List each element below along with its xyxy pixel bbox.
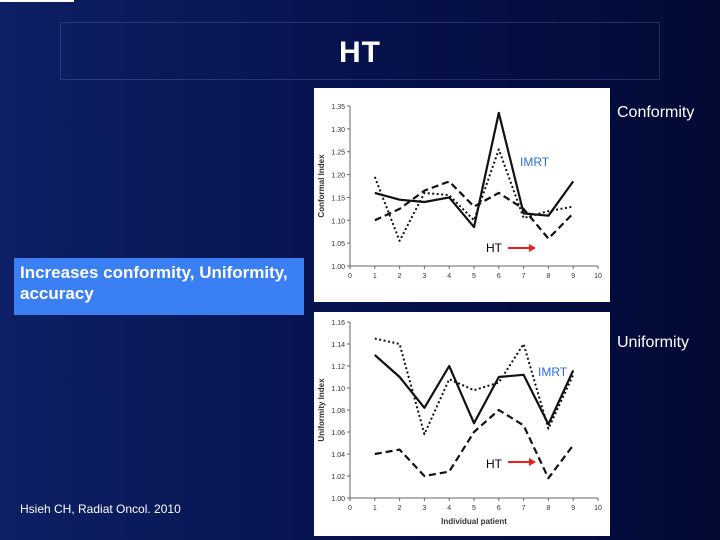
y-tick-label: 1.10 [331,218,345,225]
x-tick-label: 1 [373,273,377,280]
red-arrow-head [529,458,536,466]
x-tick-label: 5 [472,273,476,280]
y-tick-label: 1.02 [331,474,345,481]
red-arrow-head [529,244,536,252]
title-frame [60,22,660,80]
series-solid-line [374,111,575,229]
y-tick-label: 1.04 [331,452,345,459]
uniformity-chart: 1.00 1.02 1.04 1.06 1.08 1.10 1.12 1.14 1.16 0 1 2 3… [317,320,602,526]
annotation-imrt_bottom: IMRT [538,365,568,379]
y-tick-label: 1.16 [331,320,345,327]
x-tick-label: 3 [422,505,426,512]
series-dotted-line [373,148,574,242]
series-solid-line [374,354,575,426]
x-tick-label: 2 [398,273,402,280]
series-dotted-line [374,337,575,436]
conformity-chart: 1.00 1.05 1.10 1.15 1.20 1.25 1.30 1.35 0 1 2 3 4 5 6 7… [317,104,602,280]
x-tick-label: 0 [348,505,352,512]
x-tick-label: 6 [497,273,501,280]
uniformity-label: Uniformity [617,334,690,351]
x-tick-label: 9 [571,273,575,280]
x-tick-label: 9 [571,505,575,512]
series-dashed-line [374,408,575,480]
conformity-chart-panel: 1.00 1.05 1.10 1.15 1.20 1.25 1.30 1.35 0 1 2 3 4 5 6 7… [314,88,610,302]
x-tick-label: 8 [546,273,550,280]
conformity-label: Conformity [617,104,695,121]
y-axis-label: Uniformity Index [317,378,326,442]
y-tick-label: 1.12 [331,364,345,371]
callout-box: Increases conformity, Uniformity, accura… [14,258,304,315]
x-tick-label: 4 [447,273,451,280]
x-tick-label: 10 [594,273,602,280]
x-tick-label: 5 [472,505,476,512]
y-tick-label: 1.00 [331,496,345,503]
slide-title: HT [339,36,381,69]
x-tick-label: 0 [348,273,352,280]
y-tick-label: 1.30 [331,127,345,134]
x-tick-label: 4 [447,505,451,512]
x-tick-label: 3 [422,273,426,280]
y-tick-label: 1.08 [331,408,345,415]
y-tick-label: 1.00 [331,264,345,271]
x-tick-label: 10 [594,505,602,512]
y-tick-label: 1.14 [331,342,345,349]
x-tick-label: 7 [522,505,526,512]
y-tick-label: 1.20 [331,173,345,180]
y-tick-label: 1.06 [331,430,345,437]
x-tick-label: 2 [398,505,402,512]
y-tick-label: 1.35 [331,104,345,111]
annotation-ht_bottom: HT [486,457,503,471]
citation: Hsieh CH, Radiat Oncol. 2010 [20,502,181,516]
series-dashed-line [374,180,574,240]
annotation-imrt_top: IMRT [520,155,550,169]
x-tick-label: 1 [373,505,377,512]
y-tick-label: 1.05 [331,241,345,248]
y-tick-label: 1.10 [331,386,345,393]
y-tick-label: 1.25 [331,150,345,157]
x-tick-label: 6 [497,505,501,512]
x-tick-label: 8 [546,505,550,512]
y-axis-label: Conformal Index [317,154,326,218]
x-axis-label: Individual patient [441,517,507,526]
annotation-ht_top: HT [486,241,503,255]
corner-line [0,0,74,2]
y-tick-label: 1.15 [331,195,345,202]
x-tick-label: 7 [522,273,526,280]
uniformity-chart-panel: 1.00 1.02 1.04 1.06 1.08 1.10 1.12 1.14 1.16 0 1 2 3… [314,312,610,536]
